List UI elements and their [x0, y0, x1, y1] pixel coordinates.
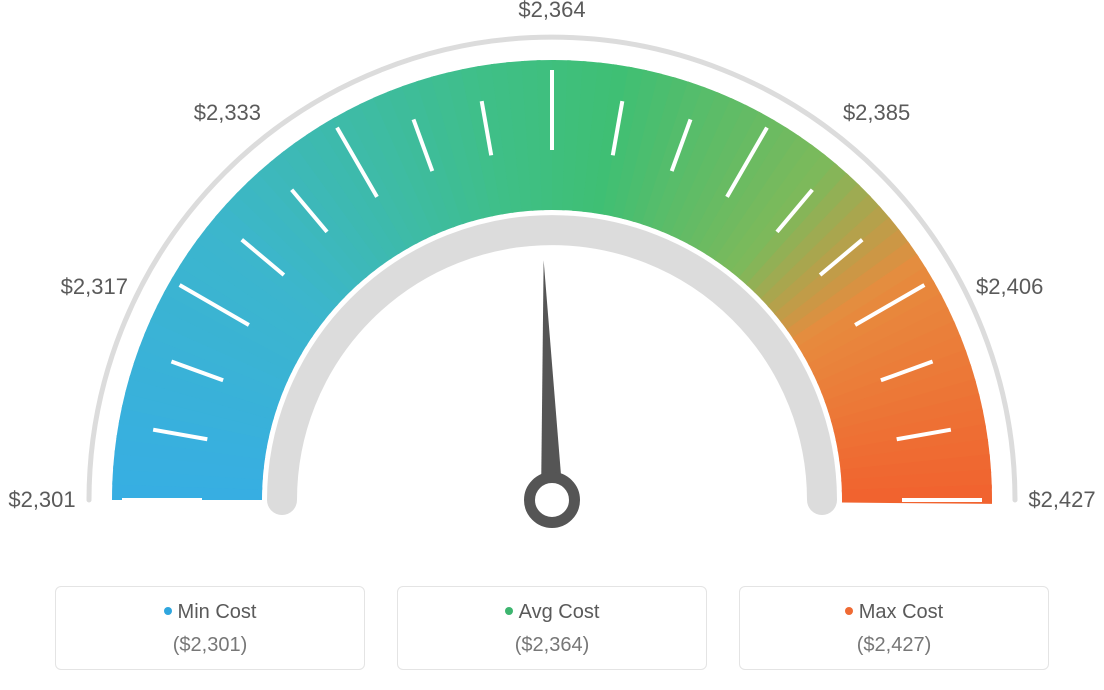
gauge-tick-label: $2,427 [1028, 487, 1095, 513]
legend-card-min: Min Cost ($2,301) [55, 586, 365, 670]
gauge-tick-label: $2,317 [61, 274, 128, 300]
gauge-tick-label: $2,364 [518, 0, 585, 23]
dot-icon-max [845, 607, 853, 615]
legend-label-min: Min Cost [178, 601, 257, 623]
gauge-svg [0, 0, 1104, 560]
legend-label-max: Max Cost [859, 601, 943, 623]
legend-value-max: ($2,427) [750, 634, 1038, 657]
legend-label-avg: Avg Cost [519, 601, 600, 623]
legend-title-avg: Avg Cost [408, 601, 696, 624]
dot-icon-avg [505, 607, 513, 615]
legend-card-avg: Avg Cost ($2,364) [397, 586, 707, 670]
legend-card-max: Max Cost ($2,427) [739, 586, 1049, 670]
legend-value-min: ($2,301) [66, 634, 354, 657]
legend-title-min: Min Cost [66, 601, 354, 624]
legend-title-max: Max Cost [750, 601, 1038, 624]
gauge-chart: $2,301 $2,317 $2,333 $2,364 $2,385 $2,406 $2,4… [0, 0, 1104, 560]
gauge-tick-label: $2,406 [976, 274, 1043, 300]
legend-row: Min Cost ($2,301) Avg Cost ($2,364) Max … [0, 586, 1104, 670]
legend-value-avg: ($2,364) [408, 634, 696, 657]
gauge-tick-label: $2,333 [194, 100, 261, 126]
dot-icon-min [164, 607, 172, 615]
gauge-tick-label: $2,385 [843, 100, 910, 126]
gauge-tick-label: $2,301 [8, 487, 75, 513]
